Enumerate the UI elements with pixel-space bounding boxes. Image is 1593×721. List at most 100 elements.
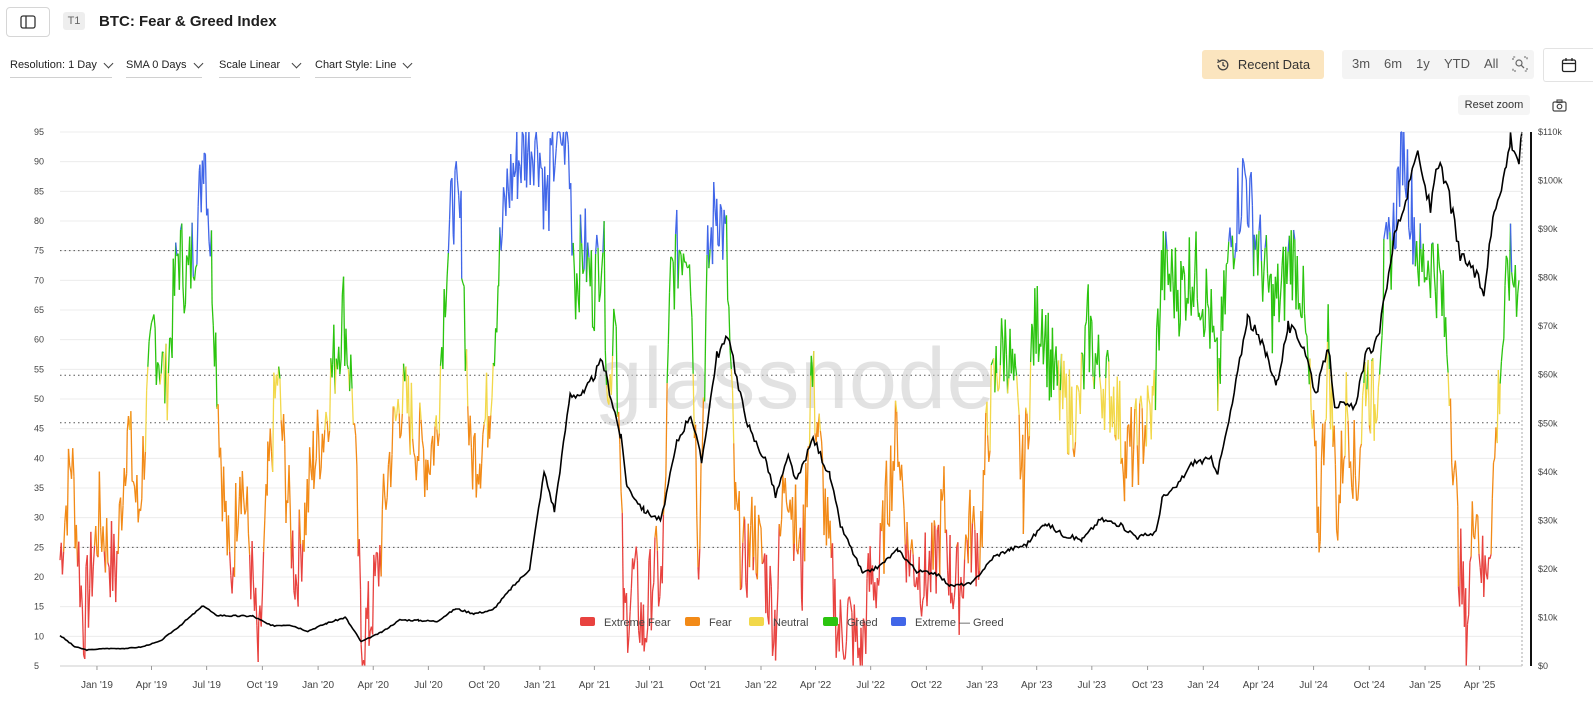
fgi-segment	[1022, 472, 1026, 534]
fgi-segment	[912, 554, 915, 586]
fgi-segment	[491, 362, 494, 398]
zoom-select-button[interactable]	[1512, 56, 1528, 77]
scale-label: Scale Linear	[219, 59, 281, 71]
fgi-segment	[262, 520, 266, 552]
fgi-segment	[1014, 353, 1017, 366]
fgi-segment	[418, 402, 421, 462]
fgi-segment	[835, 636, 838, 658]
resolution-dropdown[interactable]: Resolution: 1 Day	[10, 55, 114, 78]
fgi-segment	[1140, 395, 1143, 409]
recent-data-button[interactable]: Recent Data	[1202, 50, 1324, 79]
fgi-segment	[587, 242, 590, 258]
fgi-segment	[998, 365, 1001, 388]
fgi-segment	[1457, 506, 1460, 587]
fgi-segment	[690, 296, 693, 318]
chart-badge: T1	[63, 12, 85, 30]
fgi-segment	[143, 451, 147, 480]
fgi-segment	[1158, 308, 1161, 351]
fgi-segment	[465, 349, 469, 407]
reset-zoom-button[interactable]: Reset zoom	[1458, 95, 1530, 115]
fgi-segment	[967, 515, 970, 564]
fgi-segment	[1195, 231, 1198, 299]
range-all-button[interactable]: All	[1484, 56, 1499, 71]
fgi-segment	[195, 264, 198, 268]
fgi-segment	[1239, 216, 1243, 232]
x-tick-label: Oct '20	[468, 680, 500, 691]
fgi-segment	[615, 326, 619, 417]
fgi-segment	[677, 250, 680, 289]
x-tick-label: Oct '23	[1132, 680, 1164, 691]
fgi-segment	[1415, 241, 1419, 271]
fgi-segment	[490, 397, 493, 416]
y-tick-label: 30	[34, 513, 44, 523]
fgi-segment	[1182, 266, 1186, 275]
fgi-segment	[1380, 335, 1383, 355]
fgi-segment	[62, 522, 66, 552]
fgi-segment	[313, 469, 316, 489]
sma-label: SMA 0 Days	[126, 59, 187, 71]
fgi-segment	[156, 362, 160, 366]
range-6m-button[interactable]: 6m	[1384, 56, 1403, 71]
fgi-segment	[460, 190, 463, 279]
calendar-button[interactable]	[1543, 48, 1593, 82]
fgi-segment	[671, 257, 674, 263]
fgi-segment	[918, 556, 922, 604]
fgi-segment	[545, 190, 548, 211]
fgi-segment	[665, 383, 668, 477]
range-1y-button[interactable]: 1y	[1416, 56, 1430, 71]
fgi-segment	[183, 304, 187, 314]
fgi-segment	[474, 433, 477, 498]
fgi-segment	[655, 525, 659, 551]
sma-dropdown[interactable]: SMA 0 Days	[126, 55, 203, 78]
fgi-segment	[160, 351, 164, 374]
fgi-segment	[193, 267, 197, 281]
fgi-segment	[1504, 255, 1507, 286]
fgi-segment	[278, 366, 281, 379]
fgi-segment	[952, 597, 955, 610]
fgi-segment	[933, 520, 936, 526]
fgi-segment	[716, 198, 719, 246]
btc-price-line	[59, 131, 1523, 652]
fgi-segment	[748, 525, 752, 568]
scale-dropdown[interactable]: Scale Linear	[219, 55, 302, 78]
y-tick-label: 80	[34, 216, 44, 226]
fgi-segment	[73, 476, 76, 549]
fgi-segment	[813, 350, 816, 434]
fgi-segment	[1505, 255, 1509, 260]
fgi-segment	[178, 229, 182, 290]
screenshot-button[interactable]	[1549, 96, 1569, 114]
fgi-segment	[945, 529, 949, 571]
fgi-segment	[501, 187, 505, 234]
fgi-segment	[1106, 349, 1110, 362]
fgi-segment	[548, 138, 551, 231]
fgi-segment	[360, 644, 363, 667]
calendar-icon	[1561, 58, 1577, 73]
fgi-segment	[1309, 358, 1312, 413]
fgi-segment	[614, 318, 617, 327]
x-tick-label: Oct '24	[1354, 680, 1386, 691]
fgi-segment	[1291, 229, 1295, 301]
fgi-segment	[667, 292, 671, 345]
fgi-segment	[530, 151, 534, 161]
range-3m-button[interactable]: 3m	[1352, 56, 1371, 71]
fgi-segment	[539, 152, 542, 169]
sidebar-toggle-button[interactable]	[6, 7, 50, 37]
y-tick-label: 70	[34, 275, 44, 285]
fgi-segment	[1135, 398, 1138, 446]
fgi-segment	[593, 253, 597, 332]
fgi-segment	[1325, 341, 1329, 419]
fgi-segment	[175, 242, 178, 257]
fgi-segment	[759, 522, 762, 529]
y-tick-label: 60	[34, 335, 44, 345]
fgi-segment	[1177, 289, 1180, 337]
fgi-segment	[371, 554, 375, 635]
fgi-segment	[722, 209, 725, 260]
fgi-segment	[818, 413, 822, 431]
fgi-segment	[159, 373, 162, 385]
chart-style-dropdown[interactable]: Chart Style: Line	[315, 55, 413, 78]
range-ytd-button[interactable]: YTD	[1444, 56, 1470, 71]
fgi-segment	[1498, 383, 1501, 415]
fgi-segment	[1483, 555, 1486, 597]
fgi-segment	[346, 364, 350, 370]
fgi-segment	[496, 285, 499, 333]
